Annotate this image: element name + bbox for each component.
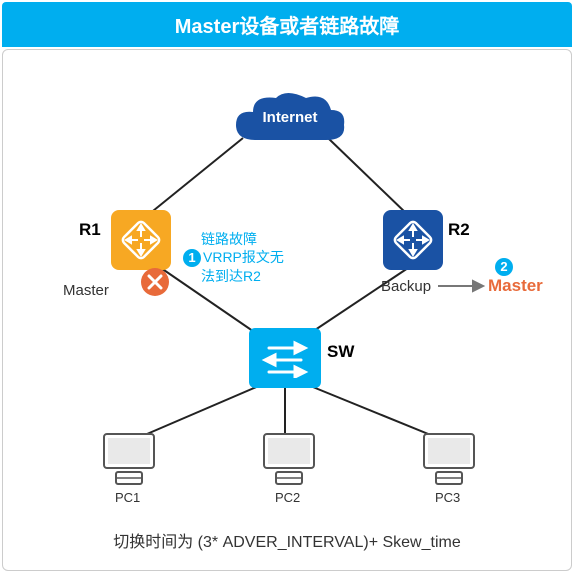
- callout-1-line2: VRRP报文无: [203, 249, 284, 265]
- router-icon: [121, 220, 161, 260]
- diagram-title: Master设备或者链路故障: [2, 2, 572, 47]
- computer-icon: [258, 430, 320, 488]
- switch-sw: [249, 328, 321, 388]
- callout-2-num: 2: [495, 258, 513, 276]
- pc1-label: PC1: [115, 490, 140, 505]
- computer-icon: [418, 430, 480, 488]
- r2-role: Backup: [381, 278, 431, 295]
- internet-cloud: Internet: [231, 90, 349, 157]
- callout-2-to: Master: [488, 276, 543, 296]
- pc3-label: PC3: [435, 490, 460, 505]
- callout-1-line1: 链路故障: [201, 230, 293, 248]
- pc2-label: PC2: [275, 490, 300, 505]
- pc2: [258, 430, 320, 493]
- switch-icon: [261, 338, 309, 378]
- r1-role: Master: [63, 282, 109, 299]
- diagram-panel: Internet R1 Master 链路故障 1VRRP报文无 法到达R2: [2, 49, 572, 571]
- callout-1-line3: 法到达R2: [201, 267, 293, 285]
- sw-name: SW: [327, 342, 354, 362]
- footer-text: 切换时间为 (3* ADVER_INTERVAL)+ Skew_time: [3, 528, 571, 552]
- link-fault-icon: [141, 268, 169, 296]
- router-icon: [393, 220, 433, 260]
- callout-1-num: 1: [183, 249, 201, 267]
- r2-name: R2: [448, 220, 470, 240]
- pc1: [98, 430, 160, 493]
- callout-2-num-wrap: 2: [495, 258, 515, 276]
- r1-name: R1: [79, 220, 101, 240]
- callout-1: 链路故障 1VRRP报文无 法到达R2: [183, 230, 293, 286]
- pc3: [418, 430, 480, 493]
- computer-icon: [98, 430, 160, 488]
- router-r1: [111, 210, 171, 270]
- router-r2: [383, 210, 443, 270]
- cloud-label: Internet: [231, 90, 349, 145]
